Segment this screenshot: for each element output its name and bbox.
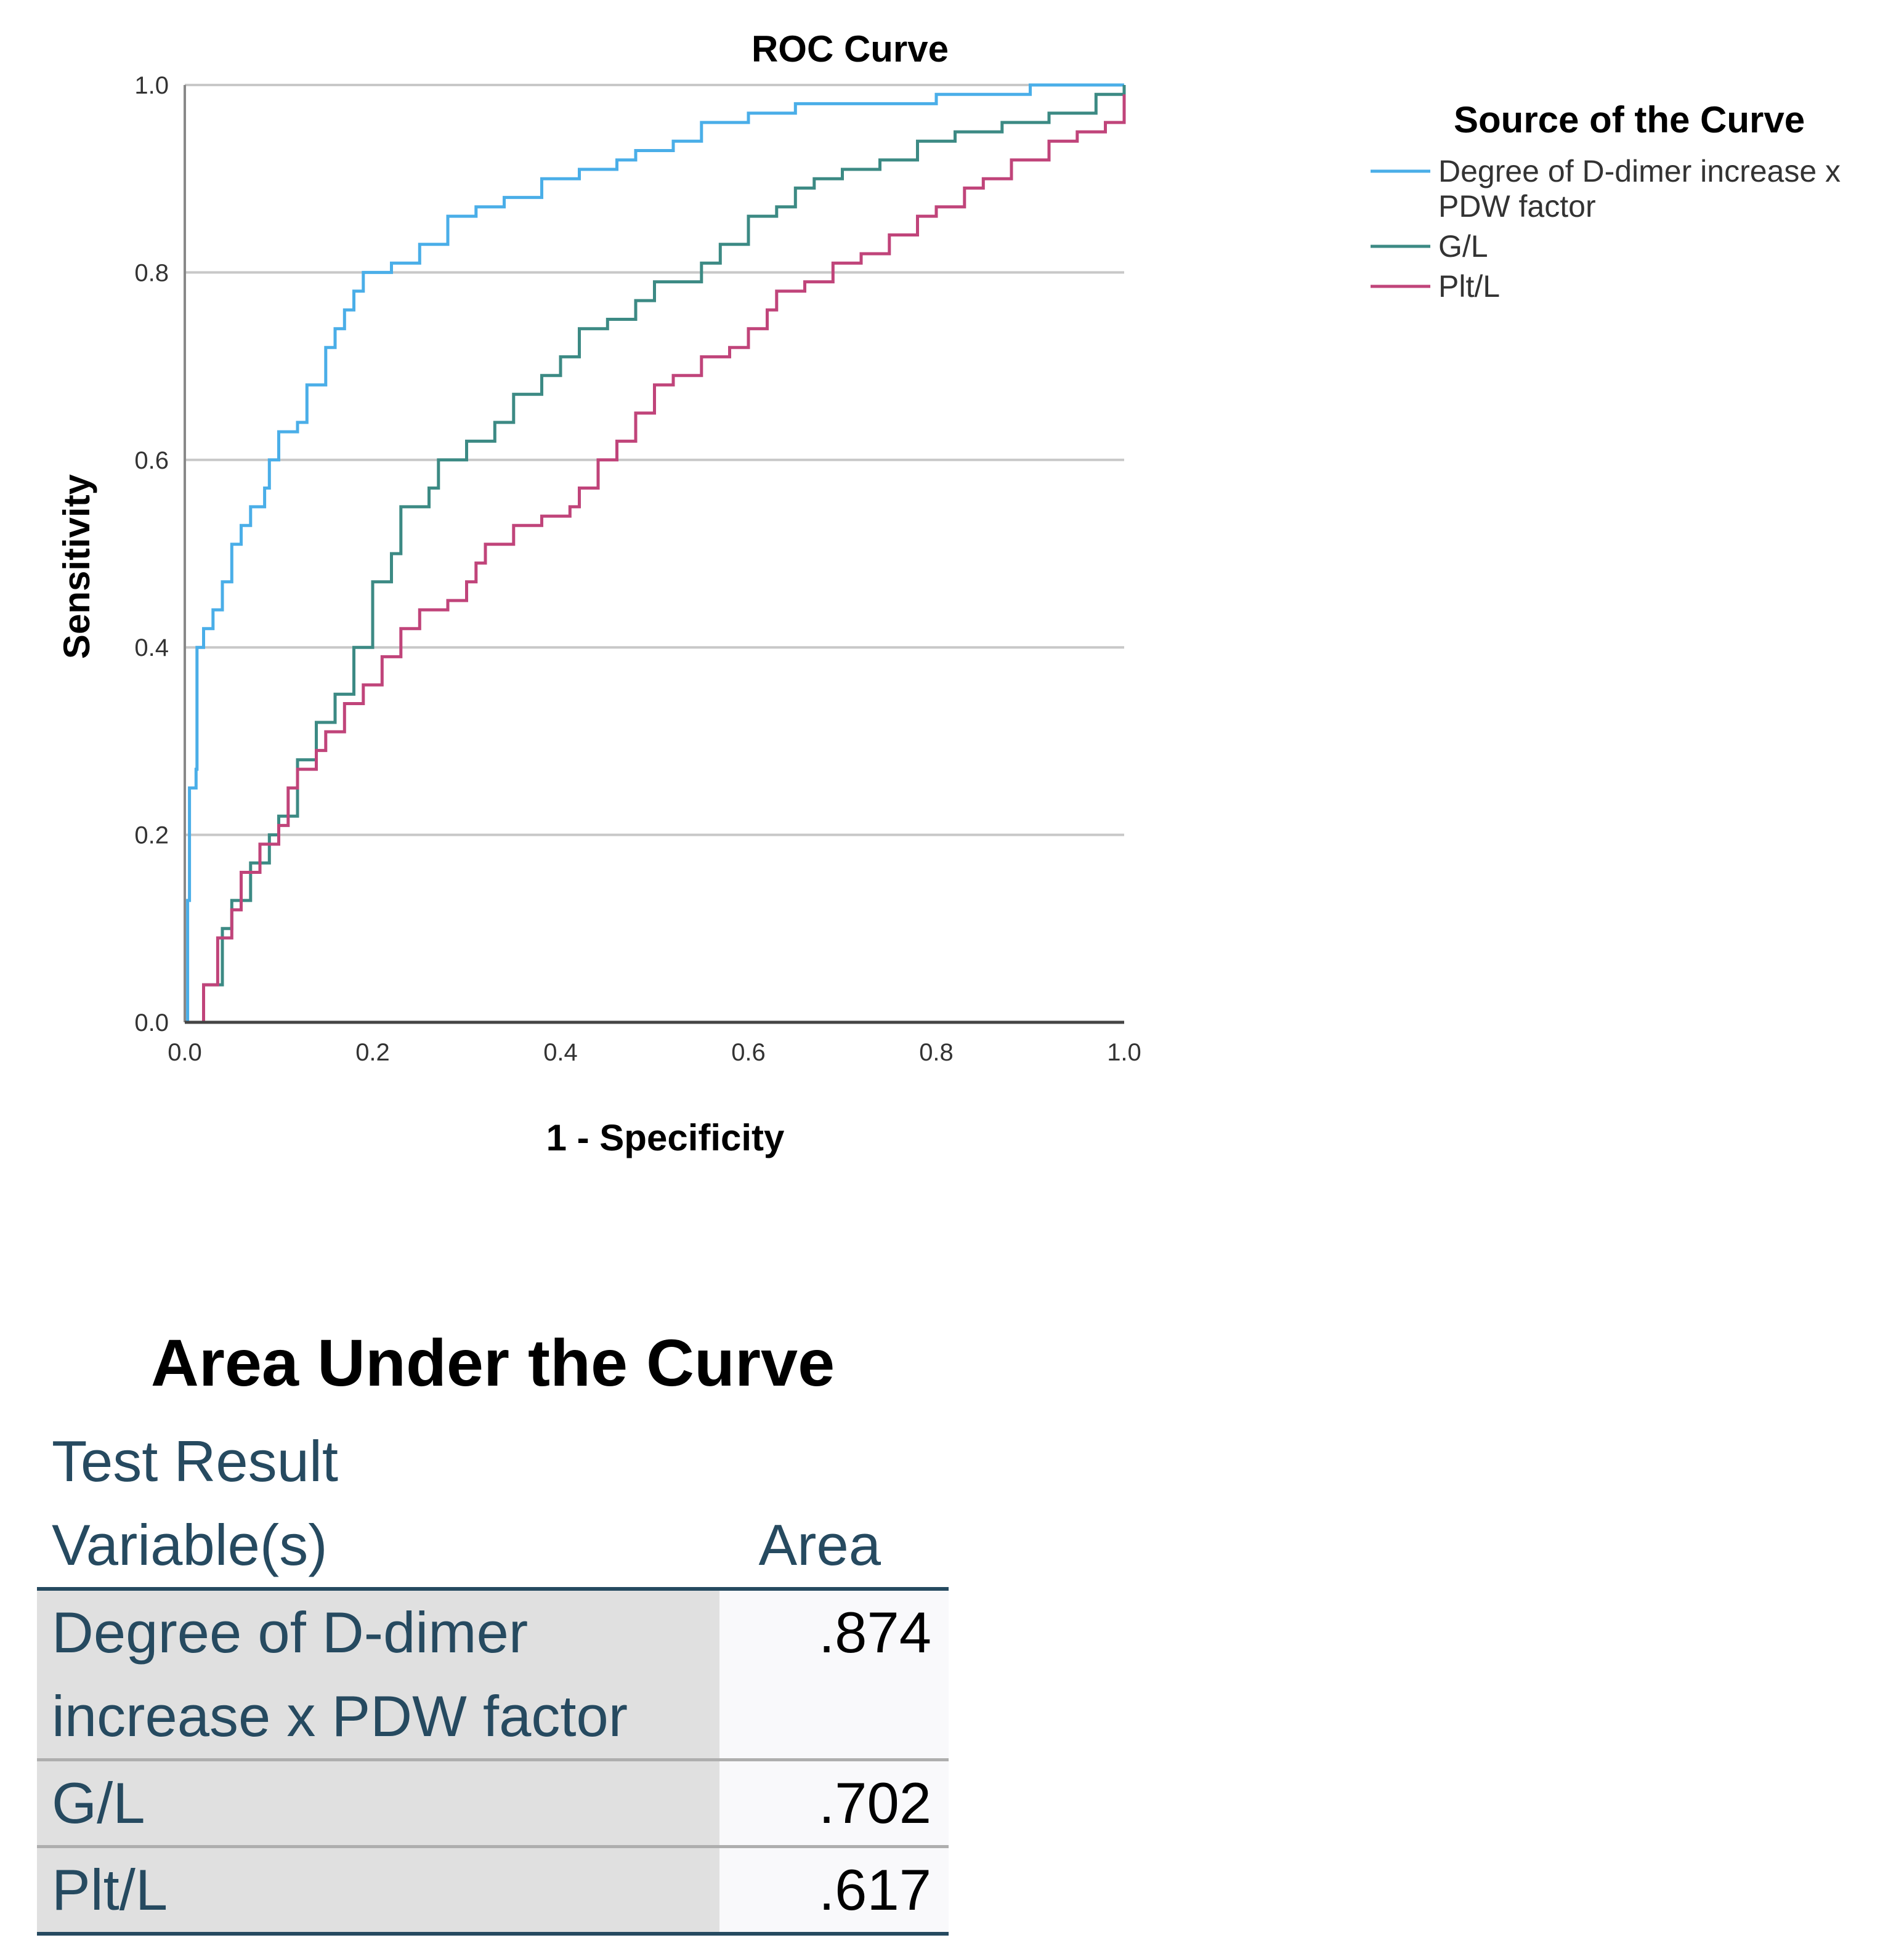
series-line-1 <box>185 83 1124 1024</box>
table-row: G/L .702 <box>37 1759 949 1847</box>
y-tick-label: 0.8 <box>134 259 169 286</box>
series-line-2 <box>185 85 1126 1024</box>
y-tick-label: 0.6 <box>134 447 169 474</box>
legend-label: Degree of D-dimer increase x <box>1438 154 1841 188</box>
x-tick-label: 0.8 <box>919 1039 954 1066</box>
x-axis-label: 1 - Specificity <box>546 1117 785 1158</box>
row-area: .617 <box>719 1846 949 1934</box>
x-tick-label: 0.2 <box>355 1039 390 1066</box>
row-label: G/L <box>37 1759 719 1847</box>
x-tick-label: 1.0 <box>1107 1039 1141 1066</box>
row-label-line-2: increase x PDW factor <box>52 1684 628 1748</box>
auc-table-section: Area Under the Curve Test Result Variabl… <box>37 1324 949 1936</box>
y-axis-label: Sensitivity <box>56 474 97 659</box>
header-area: Area <box>758 1513 881 1577</box>
row-area: .702 <box>719 1759 949 1847</box>
header-line-2: Variable(s) <box>52 1513 328 1577</box>
legend-label: G/L <box>1438 229 1488 264</box>
auc-header-row: Test Result Variable(s) Area <box>37 1420 949 1589</box>
x-tick-label: 0.4 <box>543 1039 578 1066</box>
legend-label: PDW factor <box>1438 189 1596 224</box>
legend: Source of the Curve Degree of D-dimer in… <box>1371 99 1841 304</box>
row-label-line-1: Degree of D-dimer <box>52 1600 529 1665</box>
row-label: Degree of D-dimer increase x PDW factor <box>37 1589 719 1760</box>
legend-title: Source of the Curve <box>1454 99 1805 140</box>
grid-lines <box>185 84 1124 836</box>
y-tick-label: 0.2 <box>134 822 169 849</box>
series-line-3 <box>189 94 1126 1024</box>
roc-chart: ROC Curve 0.0 0.2 0.4 0.6 0.8 1.0 0.00.20.40.… <box>56 28 1841 1158</box>
y-tick-label: 1.0 <box>134 72 169 99</box>
y-tick-label: 0.0 <box>134 1009 169 1036</box>
y-tick-label: 0.4 <box>134 634 169 661</box>
row-area: .874 <box>719 1589 949 1760</box>
series-group <box>185 83 1126 1024</box>
header-test-result: Test Result Variable(s) <box>37 1420 719 1589</box>
auc-table-title: Area Under the Curve <box>150 1325 835 1400</box>
auc-table: Test Result Variable(s) Area Degree of D… <box>37 1420 949 1936</box>
table-row: Degree of D-dimer increase x PDW factor … <box>37 1589 949 1760</box>
y-tick-labels: 0.0 0.2 0.4 0.6 0.8 1.0 <box>134 72 169 1036</box>
axes <box>184 85 1124 1024</box>
header-line-1: Test Result <box>52 1429 338 1493</box>
chart-title: ROC Curve <box>751 28 949 70</box>
legend-label: Plt/L <box>1438 269 1500 304</box>
x-tick-label: 0.6 <box>731 1039 766 1066</box>
row-label: Plt/L <box>37 1846 719 1934</box>
x-tick-label: 0.0 <box>168 1039 202 1066</box>
table-row: Plt/L .617 <box>37 1846 949 1934</box>
x-tick-labels: 0.0 0.2 0.4 0.6 0.8 1.0 <box>168 1039 1141 1066</box>
